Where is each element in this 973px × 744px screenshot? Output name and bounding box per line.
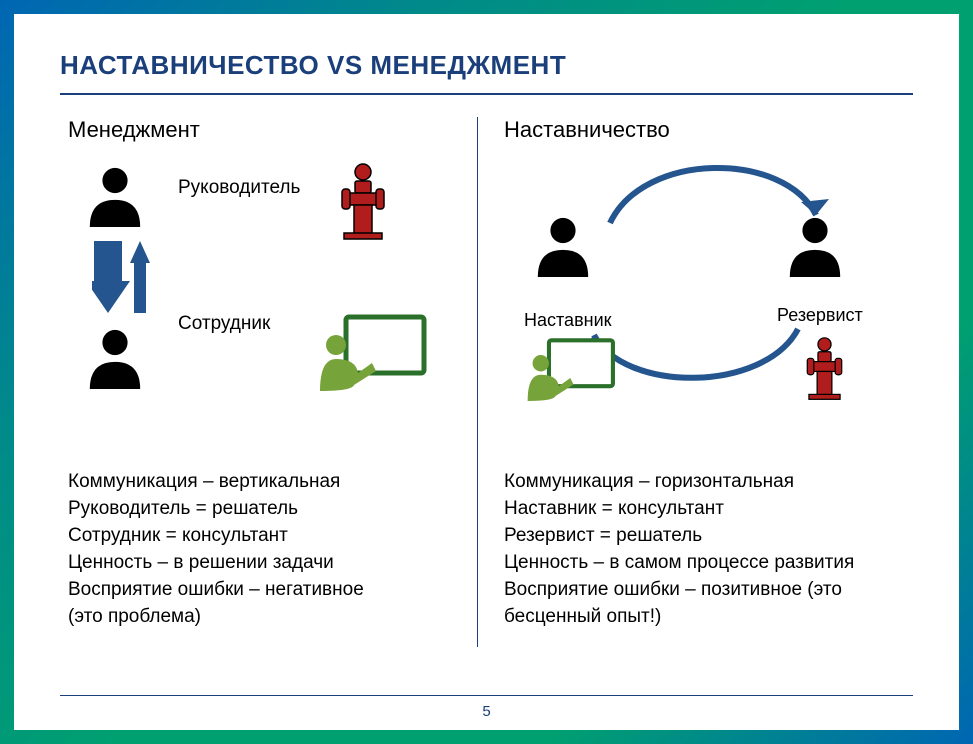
right-column: Наставничество Наставник [478, 117, 913, 647]
title-underline [60, 93, 913, 95]
vertical-arrows-icon [92, 241, 154, 319]
two-column-layout: Менеджмент Руководитель [60, 117, 913, 647]
bullet: Наставник = консультант [504, 496, 905, 523]
left-bullets: Коммуникация – вертикальная Руководитель… [68, 469, 469, 631]
bullet: Руководитель = решатель [68, 496, 469, 523]
right-heading: Наставничество [504, 117, 905, 143]
bullet: Сотрудник = консультант [68, 523, 469, 550]
bullet: Ценность – в решении задачи [68, 550, 469, 577]
podium-speaker-icon [804, 337, 845, 401]
bullet: Восприятие ошибки – позитивное (это [504, 577, 905, 604]
person-icon [532, 215, 594, 277]
bullet: бесценный опыт!) [504, 604, 905, 631]
left-heading: Менеджмент [68, 117, 469, 143]
whiteboard-teacher-icon [318, 313, 428, 393]
slide-body: НАСТАВНИЧЕСТВО VS МЕНЕДЖМЕНТ Менеджмент … [14, 14, 959, 730]
bullet: Резервист = решатель [504, 523, 905, 550]
left-column: Менеджмент Руководитель [60, 117, 477, 647]
bullet: Восприятие ошибки – негативное [68, 577, 469, 604]
bullet: (это проблема) [68, 604, 469, 631]
slide-title: НАСТАВНИЧЕСТВО VS МЕНЕДЖМЕНТ [60, 50, 913, 81]
whiteboard-teacher-icon [526, 337, 616, 403]
podium-speaker-icon [338, 163, 388, 241]
bullet: Коммуникация – вертикальная [68, 469, 469, 496]
label-manager: Руководитель [178, 177, 300, 199]
bullet: Ценность – в самом процессе развития [504, 550, 905, 577]
mentoring-diagram: Наставник Резервист [504, 155, 905, 455]
right-bullets: Коммуникация – горизонтальная Наставник … [504, 469, 905, 631]
footer-line [60, 695, 913, 696]
page-number: 5 [14, 703, 959, 720]
slide-outer-border: НАСТАВНИЧЕСТВО VS МЕНЕДЖМЕНТ Менеджмент … [0, 0, 973, 744]
label-employee: Сотрудник [178, 313, 270, 335]
person-icon [784, 215, 846, 277]
person-icon [84, 165, 146, 227]
person-icon [84, 327, 146, 389]
management-diagram: Руководитель [68, 155, 469, 455]
bullet: Коммуникация – горизонтальная [504, 469, 905, 496]
